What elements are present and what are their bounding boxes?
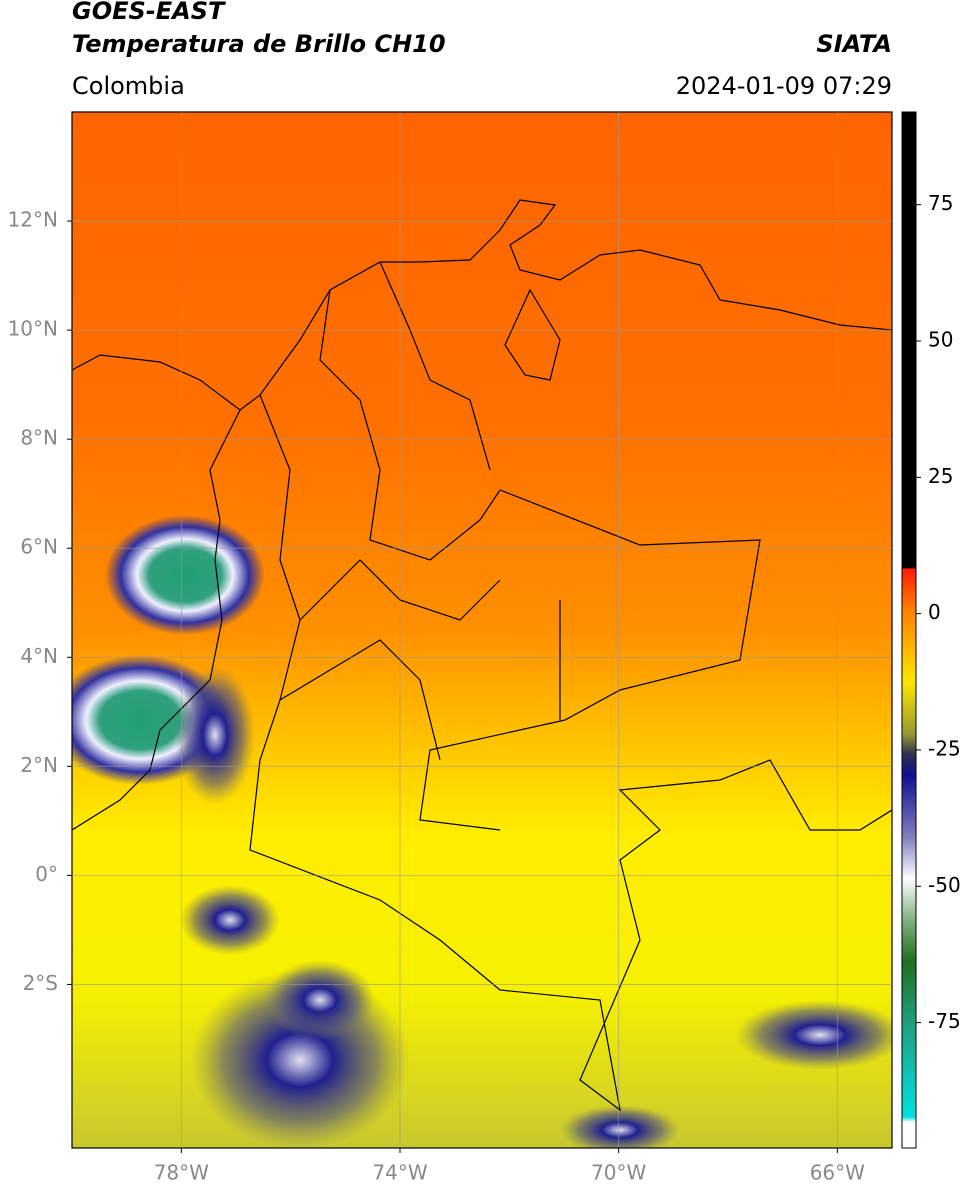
- source: SIATA: [816, 30, 892, 58]
- colorbar-tick-label: 0: [928, 600, 941, 624]
- lat-tick-label: 12°N: [8, 208, 58, 232]
- colorbar: [901, 111, 917, 1149]
- lon-tick-label: 78°W: [154, 1161, 209, 1185]
- lat-tick-label: 0°: [35, 862, 58, 886]
- colorbar-tick-label: 50: [928, 328, 953, 352]
- lat-tick-label: 10°N: [8, 317, 58, 341]
- lat-tick-label: 2°N: [20, 753, 58, 777]
- colorbar-tick-label: -50: [928, 873, 961, 897]
- colorbar-tick-label: -75: [928, 1009, 961, 1033]
- title: GOES-EAST: [72, 0, 226, 25]
- map-frame: [71, 111, 893, 1149]
- colorbar-tick-label: 75: [928, 191, 953, 215]
- lat-tick-label: 8°N: [20, 426, 58, 450]
- satellite-image: [72, 112, 892, 1148]
- lon-tick-label: 66°W: [810, 1161, 865, 1185]
- colorbar-tick-label: 25: [928, 464, 953, 488]
- pacific-coast: [72, 409, 241, 831]
- lake: [504, 288, 561, 381]
- datetime: 2024-01-09 07:29: [676, 72, 892, 100]
- region: Colombia: [72, 72, 185, 100]
- borders: [249, 394, 892, 1112]
- subtitle: Temperatura de Brillo CH10: [72, 30, 446, 58]
- lon-tick-label: 74°W: [372, 1161, 427, 1185]
- colorbar-tick-label: -25: [928, 736, 961, 760]
- lon-tick-label: 70°W: [591, 1161, 646, 1185]
- borders-inner: [279, 261, 501, 761]
- lat-tick-label: 4°N: [20, 644, 58, 668]
- lat-tick-label: 2°S: [23, 971, 58, 995]
- lat-tick-label: 6°N: [20, 535, 58, 559]
